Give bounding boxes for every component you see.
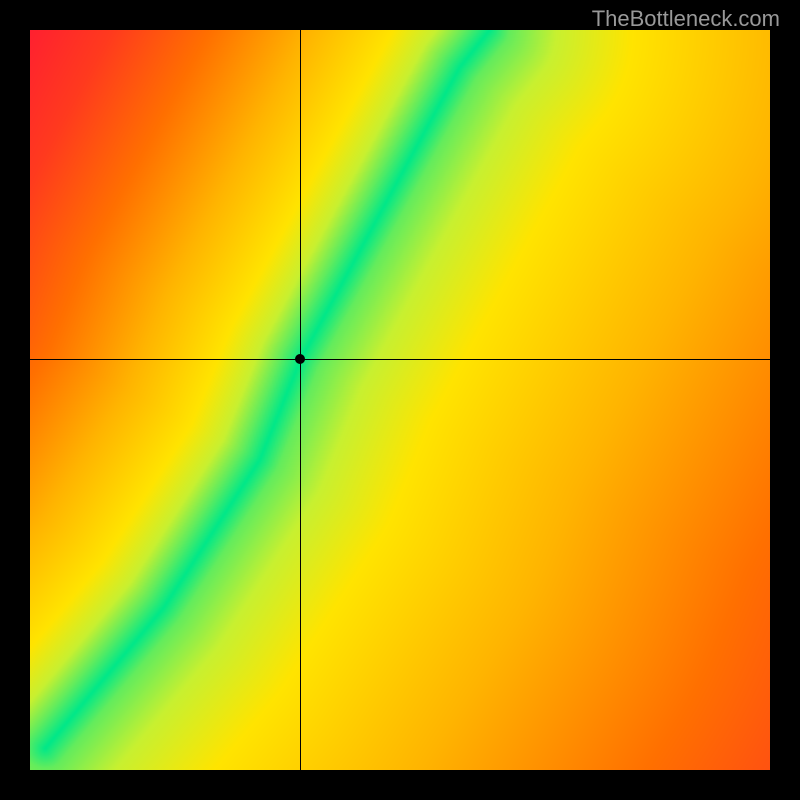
watermark-text: TheBottleneck.com (592, 6, 780, 32)
crosshair-vertical (300, 30, 301, 770)
heatmap-canvas (30, 30, 770, 770)
heatmap-plot (30, 30, 770, 770)
crosshair-marker (295, 354, 305, 364)
crosshair-horizontal (30, 359, 770, 360)
